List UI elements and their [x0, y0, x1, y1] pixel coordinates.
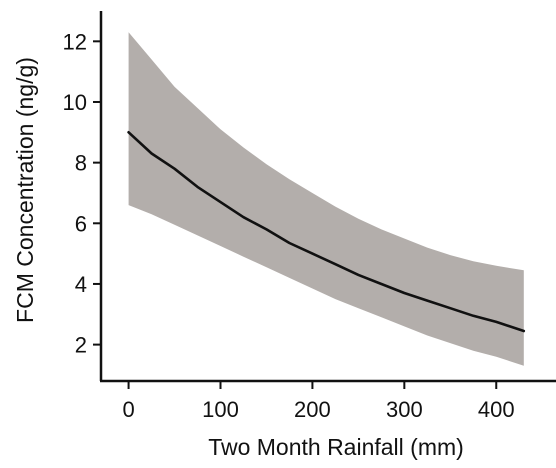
y-tick-label: 2 — [75, 333, 87, 358]
y-tick-label: 10 — [63, 90, 87, 115]
ticks: 0 100 200 300 400 2 4 6 8 10 12 — [63, 29, 515, 422]
y-tick-label: 8 — [75, 151, 87, 176]
y-tick-label: 6 — [75, 211, 87, 236]
x-tick-label: 200 — [294, 397, 331, 422]
confidence-band — [128, 32, 524, 366]
axes — [99, 11, 556, 383]
y-tick-label: 12 — [63, 29, 87, 54]
confidence-band-layer — [128, 32, 524, 366]
series-line-layer — [127, 131, 526, 333]
x-tick-label: 300 — [386, 397, 423, 422]
x-tick-label: 0 — [122, 397, 134, 422]
series-line-0 — [127, 131, 526, 333]
y-axis-title: FCM Concentration (ng/g) — [12, 57, 38, 323]
y-tick-label: 4 — [75, 272, 87, 297]
x-tick-label: 100 — [202, 397, 239, 422]
x-tick-label: 400 — [478, 397, 515, 422]
x-axis-title: Two Month Rainfall (mm) — [208, 434, 464, 460]
